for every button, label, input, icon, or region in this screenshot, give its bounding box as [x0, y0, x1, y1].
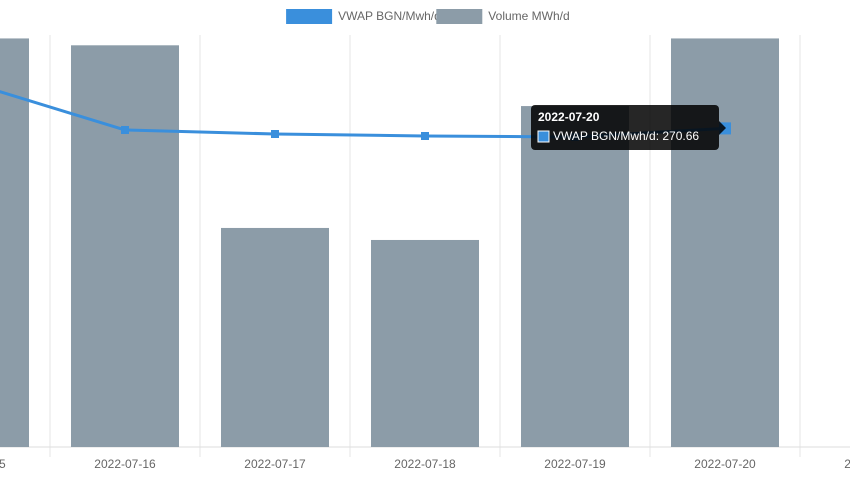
bar — [221, 227, 329, 447]
x-tick-label: 2022-07-18 — [394, 457, 456, 471]
tooltip-title: 2022-07-20 — [538, 110, 600, 124]
tooltip-label: VWAP BGN/Mwh/d: 270.66 — [553, 129, 699, 143]
point — [121, 125, 129, 134]
legend-label: VWAP BGN/Mwh/d — [338, 9, 441, 23]
bar — [0, 38, 29, 447]
tooltip-swatch — [537, 130, 550, 143]
point — [421, 131, 429, 140]
bar — [521, 106, 629, 447]
legend: VWAP BGN/Mwh/d Volume MWh/d — [286, 9, 570, 24]
tooltip-box — [531, 105, 719, 150]
bar — [671, 38, 779, 447]
legend-swatch — [286, 9, 333, 24]
legend-swatch — [436, 9, 483, 24]
tooltip: 2022-07-20 VWAP BGN/Mwh/d: 270.66 — [531, 105, 726, 150]
x-tick-label: 2022-07-21 — [844, 457, 850, 471]
point — [271, 129, 279, 138]
x-tick-label: 2022-07-16 — [94, 457, 156, 471]
x-tick-label: 2022-07-20 — [694, 457, 756, 471]
plot-area: 2022-07-15 2022-07-16 2022-07-17 2022-07-18… — [0, 35, 850, 471]
x-tick-label: 2022-07-17 — [244, 457, 306, 471]
tooltip-caret — [719, 121, 726, 135]
bar — [71, 45, 179, 448]
bar — [371, 239, 479, 447]
x-tick-label: 2022-07-15 — [0, 457, 6, 471]
legend-label: Volume MWh/d — [488, 9, 569, 23]
x-tick-label: 2022-07-19 — [544, 457, 606, 471]
